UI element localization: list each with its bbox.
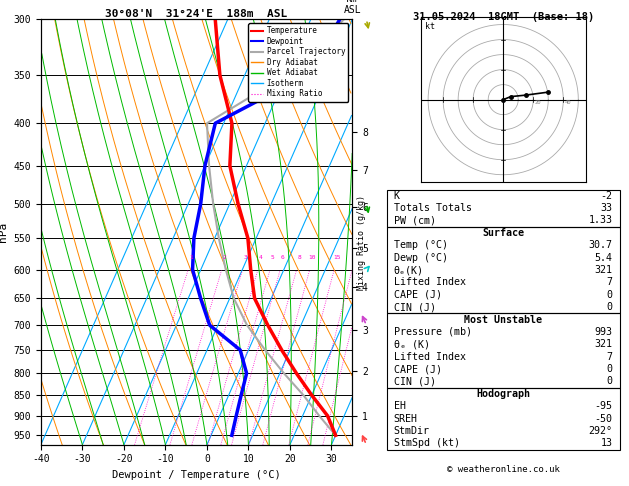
Text: -50: -50 xyxy=(594,414,613,424)
Text: 1: 1 xyxy=(189,255,193,260)
Text: StmSpd (kt): StmSpd (kt) xyxy=(394,438,460,449)
Text: CIN (J): CIN (J) xyxy=(394,302,436,312)
Text: 0: 0 xyxy=(606,290,613,300)
Y-axis label: hPa: hPa xyxy=(0,222,8,242)
Text: Hodograph: Hodograph xyxy=(476,389,530,399)
Text: Dewp (°C): Dewp (°C) xyxy=(394,253,448,262)
Text: 6: 6 xyxy=(281,255,285,260)
Text: Lifted Index: Lifted Index xyxy=(394,352,466,362)
Title: 30°08'N  31°24'E  188m  ASL: 30°08'N 31°24'E 188m ASL xyxy=(106,9,287,18)
Text: © weatheronline.co.uk: © weatheronline.co.uk xyxy=(447,465,560,474)
Text: SREH: SREH xyxy=(394,414,418,424)
Text: 2: 2 xyxy=(223,255,226,260)
Text: 993: 993 xyxy=(594,327,613,337)
X-axis label: Dewpoint / Temperature (°C): Dewpoint / Temperature (°C) xyxy=(112,470,281,480)
Text: Most Unstable: Most Unstable xyxy=(464,314,542,325)
Text: 40: 40 xyxy=(565,100,571,105)
Text: 33: 33 xyxy=(601,203,613,213)
Text: Totals Totals: Totals Totals xyxy=(394,203,472,213)
Text: kt: kt xyxy=(425,21,435,31)
Text: θₑ (K): θₑ (K) xyxy=(394,339,430,349)
Text: θₑ(K): θₑ(K) xyxy=(394,265,424,275)
Text: 321: 321 xyxy=(594,265,613,275)
Text: CAPE (J): CAPE (J) xyxy=(394,364,442,374)
Text: 321: 321 xyxy=(594,339,613,349)
Text: 3: 3 xyxy=(243,255,247,260)
Text: 15: 15 xyxy=(333,255,340,260)
Text: 20: 20 xyxy=(535,100,541,105)
Text: Mixing Ratio (g/kg): Mixing Ratio (g/kg) xyxy=(357,195,366,291)
Text: EH: EH xyxy=(394,401,406,411)
Text: Surface: Surface xyxy=(482,228,524,238)
Text: 5: 5 xyxy=(271,255,274,260)
Text: -95: -95 xyxy=(594,401,613,411)
Text: 4: 4 xyxy=(259,255,262,260)
Text: km
ASL: km ASL xyxy=(343,0,361,15)
Text: 0: 0 xyxy=(606,377,613,386)
Legend: Temperature, Dewpoint, Parcel Trajectory, Dry Adiabat, Wet Adiabat, Isotherm, Mi: Temperature, Dewpoint, Parcel Trajectory… xyxy=(248,23,348,102)
Text: 1.33: 1.33 xyxy=(589,215,613,226)
Text: Pressure (mb): Pressure (mb) xyxy=(394,327,472,337)
Text: 0: 0 xyxy=(606,302,613,312)
Text: StmDir: StmDir xyxy=(394,426,430,436)
Text: Lifted Index: Lifted Index xyxy=(394,278,466,287)
Text: -2: -2 xyxy=(601,191,613,201)
Text: 0: 0 xyxy=(606,364,613,374)
Text: 10: 10 xyxy=(308,255,316,260)
Text: 7: 7 xyxy=(606,352,613,362)
Text: CIN (J): CIN (J) xyxy=(394,377,436,386)
Text: PW (cm): PW (cm) xyxy=(394,215,436,226)
Text: 31.05.2024  18GMT  (Base: 18): 31.05.2024 18GMT (Base: 18) xyxy=(413,12,594,22)
Text: CAPE (J): CAPE (J) xyxy=(394,290,442,300)
Text: 7: 7 xyxy=(606,278,613,287)
Text: 292°: 292° xyxy=(589,426,613,436)
Text: 8: 8 xyxy=(298,255,301,260)
Text: 5.4: 5.4 xyxy=(594,253,613,262)
Text: 13: 13 xyxy=(601,438,613,449)
Text: Temp (°C): Temp (°C) xyxy=(394,240,448,250)
Text: 30.7: 30.7 xyxy=(589,240,613,250)
Text: K: K xyxy=(394,191,400,201)
